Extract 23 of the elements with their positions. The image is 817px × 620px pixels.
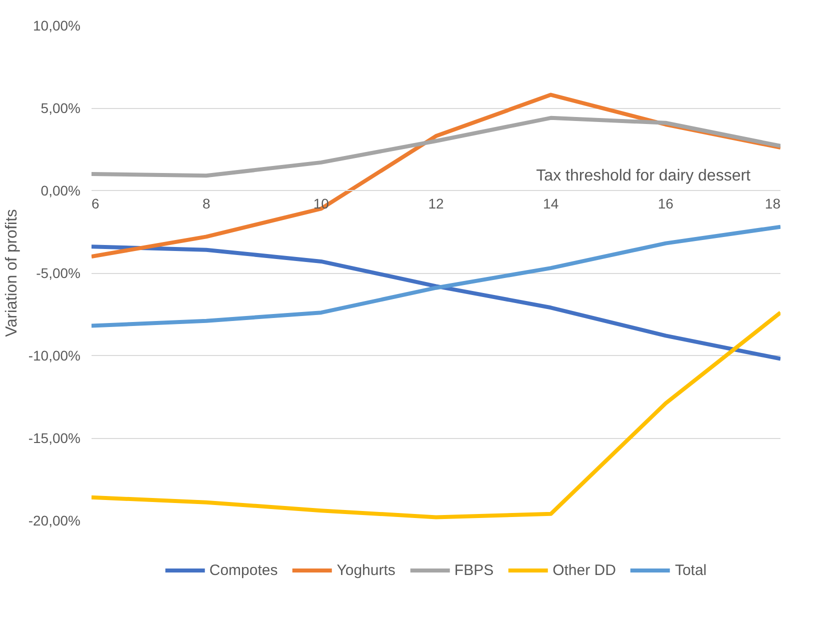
legend-label: Yoghurts <box>336 562 396 578</box>
line-series <box>92 224 780 328</box>
line-series <box>92 310 780 520</box>
x-tick-label: 14 <box>543 196 559 212</box>
y-tick-label: 10,00% <box>33 18 80 34</box>
y-tick-label: -15,00% <box>28 430 81 446</box>
line-series <box>92 244 780 361</box>
x-tick-label: 18 <box>764 196 781 212</box>
y-axis-title: Variation of profits <box>3 209 20 337</box>
legend-label: FBPS <box>454 562 494 578</box>
x-tick-label: 6 <box>92 196 100 212</box>
y-tick-label: -5,00% <box>36 265 80 281</box>
y-tick-label: 0,00% <box>40 182 81 198</box>
x-tick-label: 16 <box>658 196 674 212</box>
x-tick-label: 8 <box>202 196 210 212</box>
y-tick-label: 5,00% <box>40 100 81 116</box>
legend-label: Compotes <box>209 562 278 578</box>
y-tick-label: -20,00% <box>28 512 81 528</box>
legend-label: Other DD <box>552 562 616 578</box>
x-tick-label: 12 <box>428 196 444 212</box>
x-axis-title: Tax threshold for dairy dessert <box>536 168 752 184</box>
legend-label: Total <box>674 562 707 578</box>
y-tick-label: -10,00% <box>28 348 81 364</box>
